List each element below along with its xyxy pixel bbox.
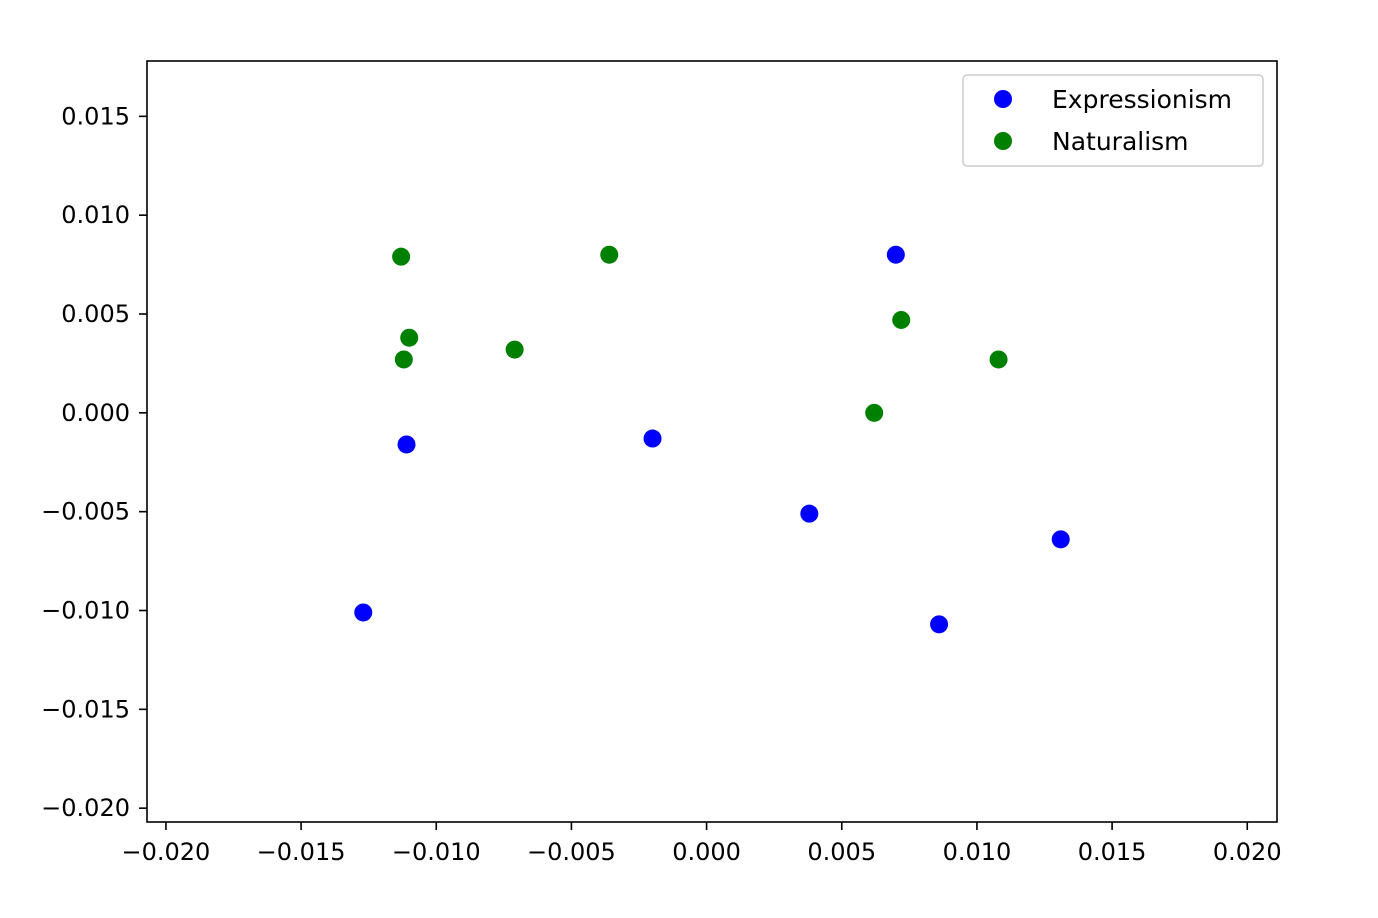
x-tick-label: −0.020 [122,838,211,866]
x-tick-label: −0.010 [392,838,481,866]
data-point-naturalism [989,350,1008,369]
data-point-expressionism [643,429,662,448]
y-tick-label: −0.005 [41,498,130,526]
y-tick-label: 0.015 [61,102,130,130]
data-point-expressionism [354,603,373,622]
plot-area: −0.020 −0.015 −0.010 −0.005 0.000 0.005 0.010 0… [41,60,1282,866]
y-tick-label: −0.015 [41,695,130,723]
x-tick-label: 0.005 [807,838,876,866]
axes-frame [146,60,1278,823]
y-tick-label: 0.010 [61,201,130,229]
data-point-expressionism [1051,530,1070,549]
data-point-naturalism [865,403,884,422]
legend-label-expressionism: Expressionism [1052,85,1232,114]
data-point-naturalism [505,340,524,359]
x-tick-label: −0.015 [257,838,346,866]
data-point-expressionism [800,504,819,523]
y-tick-label: −0.020 [41,794,130,822]
data-point-naturalism [892,310,911,329]
legend-box [962,74,1264,167]
legend-marker-naturalism [994,132,1012,150]
data-point-expressionism [397,435,416,454]
x-tick-label: 0.015 [1078,838,1147,866]
series-expressionism [354,245,1070,634]
data-point-naturalism [600,245,619,264]
x-tick-label: 0.020 [1213,838,1282,866]
x-tick-label: 0.000 [672,838,741,866]
legend-marker-expressionism [994,90,1012,108]
data-point-naturalism [394,350,413,369]
y-tick-label: 0.000 [61,399,130,427]
x-tick-label: −0.005 [527,838,616,866]
series-naturalism [392,245,1008,422]
data-point-expressionism [886,245,905,264]
data-point-naturalism [400,328,419,347]
legend-label-naturalism: Naturalism [1052,127,1189,156]
x-tick-label: 0.010 [943,838,1012,866]
legend: Expressionism Naturalism [962,74,1264,167]
data-point-expressionism [930,615,949,634]
y-tick-label: −0.010 [41,597,130,625]
data-point-naturalism [392,247,411,266]
y-tick-label: 0.005 [61,300,130,328]
